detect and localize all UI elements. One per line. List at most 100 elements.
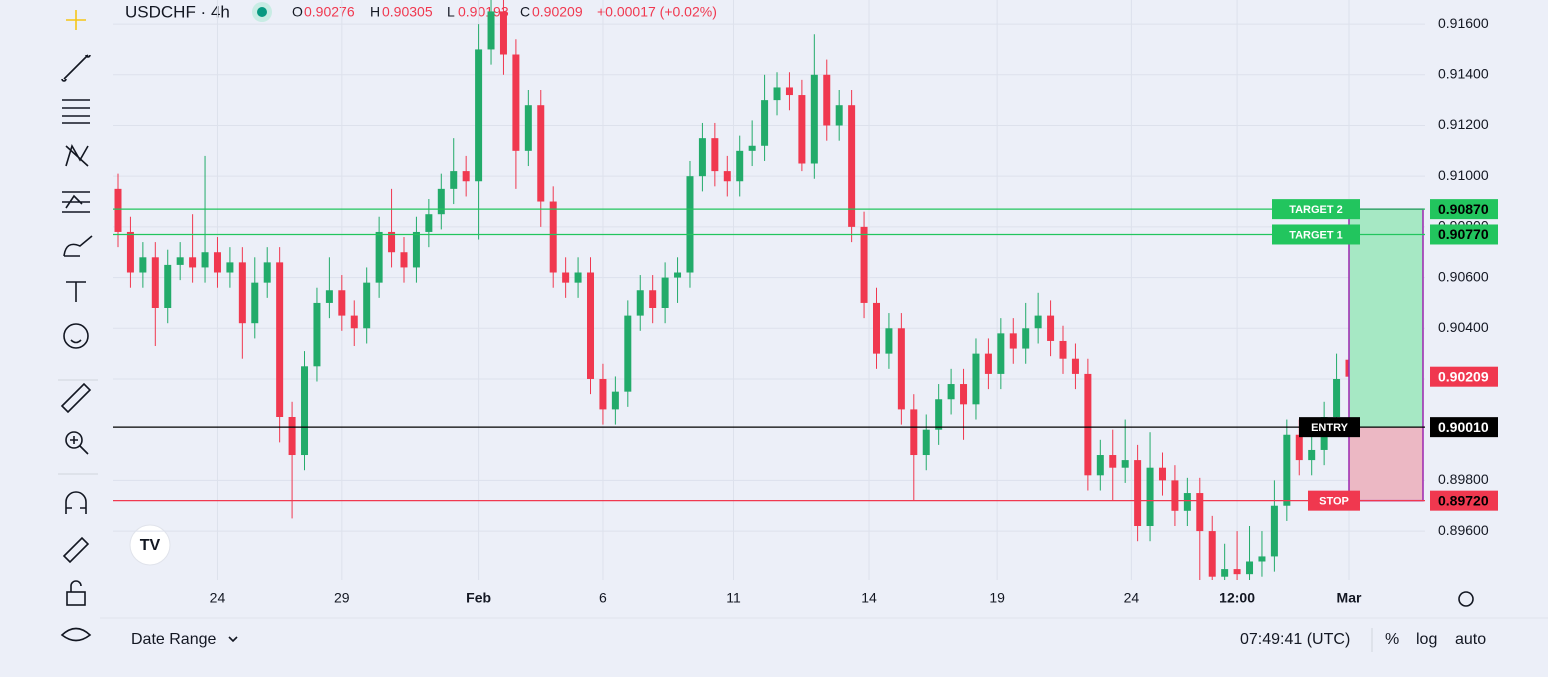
candle-body (574, 272, 582, 283)
eye-icon[interactable] (60, 627, 92, 642)
candle-body (350, 315, 358, 329)
candle-body (1233, 569, 1241, 575)
y-tick-label: 0.89600 (1438, 522, 1489, 538)
candle-body (1208, 531, 1216, 577)
candle-body (1333, 378, 1341, 418)
candle-body (213, 252, 221, 273)
level-price: 0.89720 (1438, 492, 1489, 508)
candle-body (984, 353, 992, 374)
toolbar (0, 0, 100, 677)
candle-body (238, 262, 246, 324)
lock-icon[interactable] (66, 591, 86, 606)
candle-body (313, 302, 321, 367)
emoji-smile (70, 339, 82, 344)
candle-body (499, 11, 507, 55)
candle-body (363, 282, 371, 329)
candle-body (798, 95, 806, 164)
tool-icons[interactable] (58, 10, 98, 642)
log-toggle[interactable]: log (1416, 631, 1437, 648)
y-tick-label: 0.90400 (1438, 319, 1489, 335)
candle-body (960, 384, 968, 405)
candle-body (1059, 340, 1067, 359)
candle-body (437, 188, 445, 215)
x-tick-label: Mar (1337, 590, 1362, 606)
date-range[interactable]: Date Range (131, 631, 216, 648)
auto-toggle[interactable]: auto (1455, 631, 1486, 648)
candle-body (176, 257, 184, 265)
candle-body (935, 399, 943, 430)
y-tick-label: 0.89800 (1438, 471, 1489, 487)
candle-body (1183, 493, 1191, 511)
candle-body (263, 262, 271, 283)
tv-logo[interactable] (129, 524, 171, 566)
status-dot (257, 7, 267, 17)
candle-body (624, 315, 632, 392)
brush-icon[interactable] (63, 235, 93, 257)
x-tick-label: 12:00 (1219, 590, 1255, 606)
candle-body (1171, 480, 1179, 511)
settings-icon[interactable] (1458, 591, 1474, 607)
level-tag (1299, 417, 1360, 438)
level-price: 0.90870 (1438, 201, 1489, 217)
candle-body (1246, 561, 1254, 575)
candle-body (288, 417, 296, 456)
candle-body (562, 272, 570, 283)
zoom-icon[interactable] (65, 431, 83, 449)
candle-body (1071, 358, 1079, 374)
h-key: H (370, 4, 380, 20)
lock-shackle (70, 580, 82, 592)
candle-body (947, 384, 955, 400)
c-value: 0.90209 (532, 4, 583, 20)
clock: 07:49:41 (UTC) (1240, 631, 1350, 648)
crosshair-icon[interactable] (66, 10, 86, 30)
candle-body (761, 100, 769, 146)
lock-draw-icon[interactable] (62, 536, 90, 564)
candle-body (1258, 556, 1266, 562)
candle-body (649, 290, 657, 308)
level-price-tag (1430, 224, 1498, 245)
text-icon[interactable] (66, 281, 86, 302)
candle-body (512, 54, 520, 151)
o-value: 0.90276 (304, 4, 355, 20)
level-price-tag (1430, 199, 1498, 220)
candle-body (661, 277, 669, 308)
forecast-icon[interactable] (62, 191, 90, 213)
emoji-icon[interactable] (63, 323, 89, 349)
x-tick-label: 6 (599, 590, 607, 606)
l-key: L (447, 4, 455, 20)
candle-body (1146, 467, 1154, 527)
candle-body (1158, 467, 1166, 481)
x-tick-label: Feb (466, 590, 491, 606)
level-tag (1272, 224, 1360, 245)
candle-body (611, 391, 619, 410)
line-icon[interactable] (61, 54, 91, 82)
candle-body (711, 138, 719, 172)
level-tag (1308, 490, 1360, 511)
magnet-icon[interactable] (65, 491, 87, 514)
candle-body (1022, 328, 1030, 349)
candle-body (1009, 333, 1017, 349)
candle-body (1308, 449, 1316, 461)
y-tick-label: 0.91400 (1438, 65, 1489, 81)
candle-body (1121, 460, 1129, 468)
ruler-icon[interactable] (60, 382, 92, 414)
candle-body (587, 272, 595, 379)
last-price: 0.90209 (1438, 368, 1489, 384)
level-name: STOP (1319, 496, 1349, 508)
candle-body (773, 87, 781, 101)
candle-body (450, 171, 458, 189)
candle-body (922, 429, 930, 456)
loss-zone (1349, 427, 1423, 501)
fib-icon[interactable] (62, 99, 90, 124)
candle-body (1295, 434, 1303, 461)
pattern-icon[interactable] (65, 143, 89, 167)
candle-body (151, 257, 159, 308)
level-price: 0.90770 (1438, 226, 1489, 242)
candle-body (748, 145, 756, 151)
x-tick-label: 11 (726, 590, 741, 606)
percent-toggle[interactable]: % (1385, 631, 1399, 648)
candle-body (226, 262, 234, 273)
